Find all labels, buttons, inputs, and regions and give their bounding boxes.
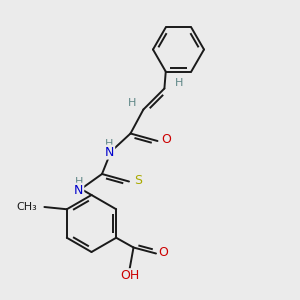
Text: OH: OH (120, 269, 139, 282)
Text: H: H (128, 98, 136, 109)
Text: H: H (105, 139, 114, 149)
Text: O: O (161, 133, 171, 146)
Text: S: S (134, 174, 142, 188)
Text: CH₃: CH₃ (16, 202, 37, 212)
Text: H: H (175, 78, 183, 88)
Text: H: H (74, 177, 83, 188)
Text: N: N (105, 146, 114, 159)
Text: O: O (159, 245, 168, 259)
Text: N: N (74, 184, 83, 197)
